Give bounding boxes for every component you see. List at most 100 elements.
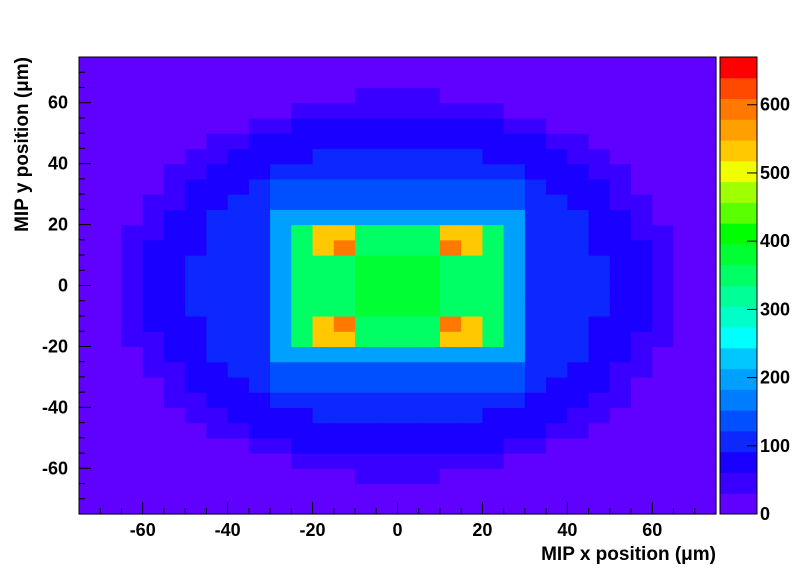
heatmap-cell [673, 422, 696, 439]
heatmap-cell [524, 285, 547, 302]
heatmap-cell [185, 498, 207, 515]
heatmap-cell [312, 422, 335, 439]
heatmap-cell [588, 255, 611, 271]
heatmap-cell [312, 300, 335, 317]
heatmap-cell [652, 57, 675, 73]
heatmap-cell [609, 57, 632, 73]
heatmap-cell [588, 376, 611, 393]
heatmap-cell [227, 102, 250, 119]
heatmap-cell [163, 300, 186, 317]
heatmap-cell [270, 224, 292, 241]
heatmap-cell [694, 300, 717, 317]
heatmap-cell [355, 376, 377, 393]
heatmap-cell [333, 148, 356, 165]
heatmap-cell [609, 209, 632, 226]
heatmap-cell [100, 392, 123, 408]
heatmap-cell [461, 270, 484, 287]
heatmap-cell [397, 87, 420, 104]
heatmap-cell [631, 331, 653, 348]
heatmap-cell [567, 163, 590, 180]
x-tick-label: -20 [300, 520, 326, 540]
heatmap-cell [185, 422, 207, 439]
heatmap-cell [482, 422, 505, 439]
heatmap-cell [270, 270, 292, 287]
heatmap-cell [461, 407, 484, 424]
heatmap-cell [694, 422, 717, 439]
heatmap-cell [79, 468, 101, 485]
heatmap-cell [609, 102, 632, 119]
x-axis-label: MIP x position (μm) [541, 544, 716, 565]
heatmap-cell [588, 392, 611, 408]
heatmap-cell [270, 361, 292, 378]
heatmap-cell [355, 300, 377, 317]
heatmap-cell [291, 331, 314, 348]
heatmap-cell [418, 422, 441, 439]
heatmap-cell [163, 209, 186, 226]
heatmap-cell [312, 270, 335, 287]
heatmap-cell [503, 285, 526, 302]
heatmap-cell [376, 255, 399, 271]
heatmap-cell [248, 209, 271, 226]
heatmap-cell [100, 331, 123, 348]
heatmap-cell [248, 315, 271, 332]
heatmap-cell [163, 376, 186, 393]
heatmap-cell [524, 300, 547, 317]
heatmap-cell [461, 346, 484, 363]
heatmap-cell [524, 346, 547, 363]
heatmap-cell [652, 178, 675, 195]
heatmap-cell [524, 422, 547, 439]
heatmap-cell [163, 117, 186, 134]
heatmap-cell [100, 468, 123, 485]
heatmap-cell [79, 57, 101, 73]
heatmap-cell [206, 361, 229, 378]
heatmap-cell [142, 468, 165, 485]
heatmap-cell [694, 453, 717, 469]
heatmap-cell [100, 224, 123, 241]
heatmap-cell [673, 468, 696, 485]
heatmap-cell [312, 87, 335, 104]
heatmap-cell [397, 300, 420, 317]
heatmap-cell [652, 483, 675, 500]
heatmap-cell [206, 422, 229, 439]
heatmap-cell [482, 148, 505, 165]
heatmap-cell [673, 483, 696, 500]
heatmap-cell [100, 194, 123, 210]
heatmap-cell [100, 346, 123, 363]
heatmap-cell [227, 117, 250, 134]
heatmap-cell [121, 361, 144, 378]
heatmap-cell [673, 331, 696, 348]
heatmap-cell [355, 87, 377, 104]
heatmap-cell [312, 224, 335, 241]
heatmap-cell [418, 133, 441, 149]
heatmap-cell [291, 87, 314, 104]
heatmap-cell [546, 194, 568, 210]
heatmap-cell [355, 331, 377, 348]
heatmap-cell [142, 346, 165, 363]
heatmap-cell [355, 437, 377, 454]
heatmap-cell [482, 331, 505, 348]
heatmap-cell [185, 178, 207, 195]
heatmap-cell [503, 331, 526, 348]
heatmap-cell [652, 270, 675, 287]
heatmap-cell [631, 315, 653, 332]
heatmap-cell [397, 224, 420, 241]
heatmap-cell [163, 498, 186, 515]
heatmap-cell [227, 437, 250, 454]
heatmap-cell [461, 285, 484, 302]
heatmap-cell [588, 117, 611, 134]
heatmap-cell [397, 117, 420, 134]
heatmap-cell [227, 72, 250, 89]
heatmap-cell [376, 498, 399, 515]
heatmap-cell [524, 270, 547, 287]
heatmap-cell [142, 453, 165, 469]
heatmap-cell [546, 453, 568, 469]
heatmap-cell [206, 498, 229, 515]
heatmap-cell [567, 148, 590, 165]
heatmap-cell [631, 407, 653, 424]
colorbar-swatch [720, 181, 757, 203]
heatmap-cell [333, 209, 356, 226]
heatmap-cell [227, 468, 250, 485]
heatmap-cell [185, 194, 207, 210]
heatmap-cell [376, 209, 399, 226]
heatmap-cell [227, 376, 250, 393]
